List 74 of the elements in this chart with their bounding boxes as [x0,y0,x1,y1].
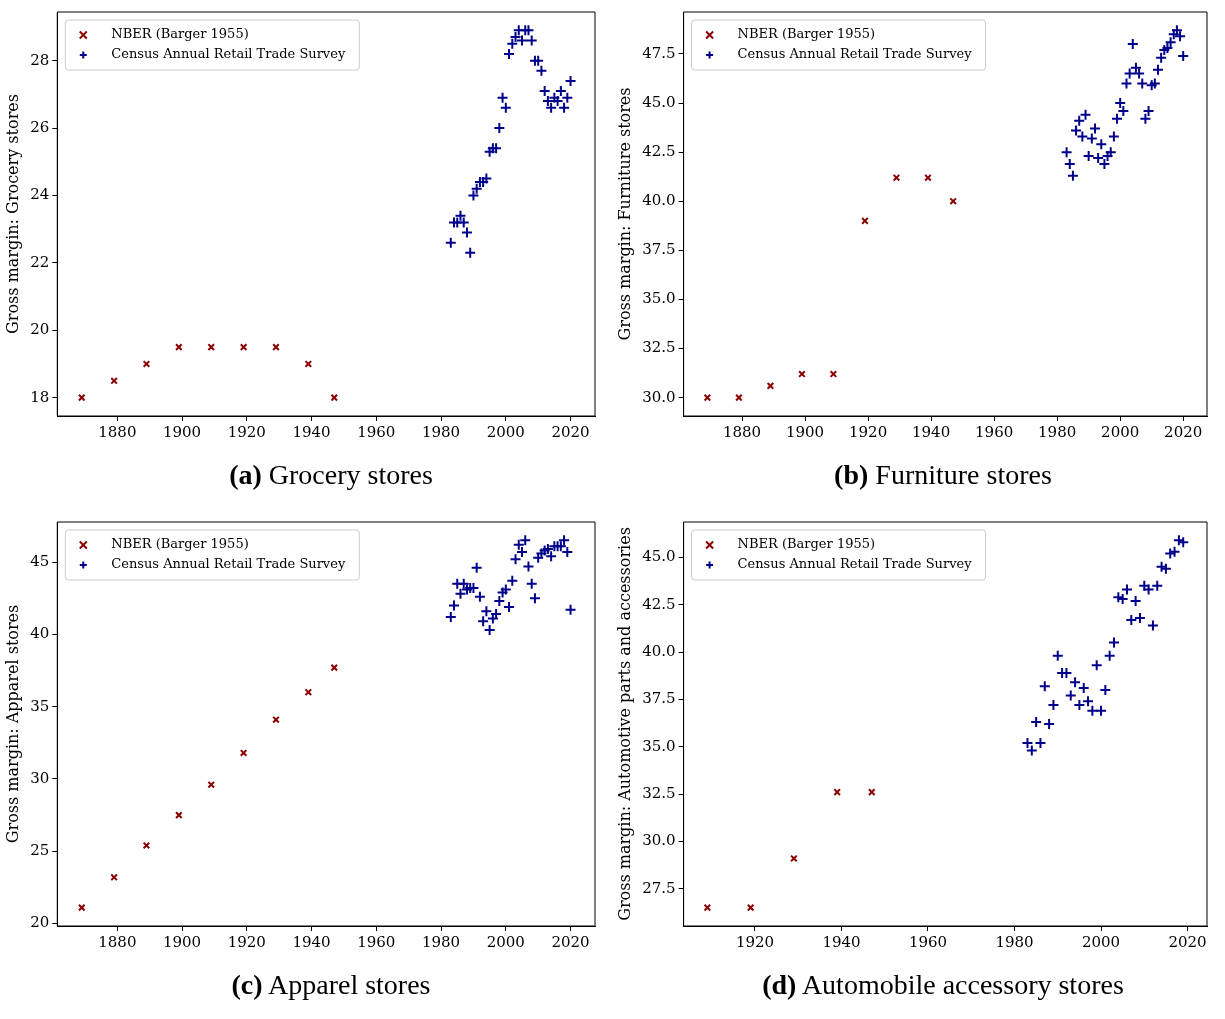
y-tick-label: 35.0 [642,736,676,755]
y-tick-label: 30 [30,768,50,787]
x-tick-label: 1880 [722,422,762,441]
y-tick-label: 37.5 [642,240,676,259]
legend-label: Census Annual Retail Trade Survey [111,46,346,62]
x-tick-label: 2000 [1081,932,1121,951]
text: (c) Apparel stores [231,968,431,1000]
x-tick-label: 1980 [421,932,461,951]
x-tick-label: 1960 [357,932,396,951]
x-tick-label: 2020 [551,932,590,951]
y-tick-label: 18 [30,387,50,406]
x-tick-label: 2000 [486,422,525,441]
y-tick-label: 45.0 [642,546,676,565]
y-axis-title: Gross margin: Automotive parts and accessories [614,526,634,921]
y-tick-label: 45.0 [642,92,676,111]
y-tick-label: 30.0 [642,830,676,849]
y-tick-label: 30.0 [642,387,676,406]
text: (a) Grocery stores [229,459,433,490]
legend-label: NBER (Barger 1955) [737,535,876,551]
y-tick-label: 40.0 [642,641,676,660]
y-tick-label: 20 [30,912,50,931]
text: (d) Automobile accessory stores [762,968,1124,1000]
x-tick-label: 1920 [735,932,775,951]
x-tick-label: 1880 [98,932,137,951]
x-tick-label: 1900 [785,422,825,441]
y-axis-title: Gross margin: Grocery stores [2,94,22,334]
y-tick-label: 28 [30,50,50,69]
x-tick-label: 1920 [227,422,266,441]
x-tick-label: 2020 [1168,932,1207,951]
y-tick-label: 40.0 [642,191,676,210]
x-tick-label: 1900 [162,422,202,441]
x-tick-label: 1920 [227,932,266,951]
y-tick-label: 47.5 [642,43,676,62]
y-tick-label: 32.5 [642,783,676,802]
y-tick-label: 27.5 [642,878,676,897]
x-tick-label: 1880 [98,422,137,441]
x-tick-label: 2000 [1101,422,1140,441]
text: (b) Furniture stores [834,459,1052,490]
y-tick-label: 35 [30,696,50,715]
x-tick-label: 1980 [1038,422,1077,441]
legend-label: Census Annual Retail Trade Survey [737,555,973,571]
y-tick-label: 42.5 [642,594,676,613]
y-tick-label: 22 [30,252,50,271]
x-tick-label: 1960 [357,422,396,441]
y-axis-title: Gross margin: Apparel stores [2,604,22,843]
y-tick-label: 40 [30,623,50,642]
y-tick-label: 37.5 [642,688,676,707]
x-tick-label: 1960 [908,932,948,951]
x-tick-label: 1960 [975,422,1014,441]
y-tick-label: 20 [30,320,50,339]
y-tick-label: 25 [30,840,50,859]
x-tick-label: 1900 [162,932,202,951]
y-tick-label: 42.5 [642,142,676,161]
legend-label: NBER (Barger 1955) [111,26,249,42]
y-tick-label: 45 [30,551,50,570]
x-tick-label: 1920 [849,422,888,441]
legend-label: Census Annual Retail Trade Survey [737,46,973,62]
x-tick-label: 2000 [486,932,525,951]
y-tick-label: 32.5 [642,338,676,357]
y-tick-label: 35.0 [642,289,676,308]
x-tick-label: 1980 [421,422,461,441]
x-tick-label: 1940 [292,422,331,441]
x-tick-label: 1940 [292,932,331,951]
legend-label: NBER (Barger 1955) [737,26,876,42]
x-tick-label: 1940 [912,422,951,441]
legend-label: Census Annual Retail Trade Survey [111,555,346,571]
legend-label: NBER (Barger 1955) [111,535,249,551]
x-tick-label: 2020 [1164,422,1203,441]
y-tick-label: 26 [30,117,50,136]
x-tick-label: 2020 [551,422,590,441]
y-axis-title: Gross margin: Furniture stores [614,87,634,341]
x-tick-label: 1940 [822,932,861,951]
y-tick-label: 24 [30,185,50,204]
x-tick-label: 1980 [995,932,1034,951]
